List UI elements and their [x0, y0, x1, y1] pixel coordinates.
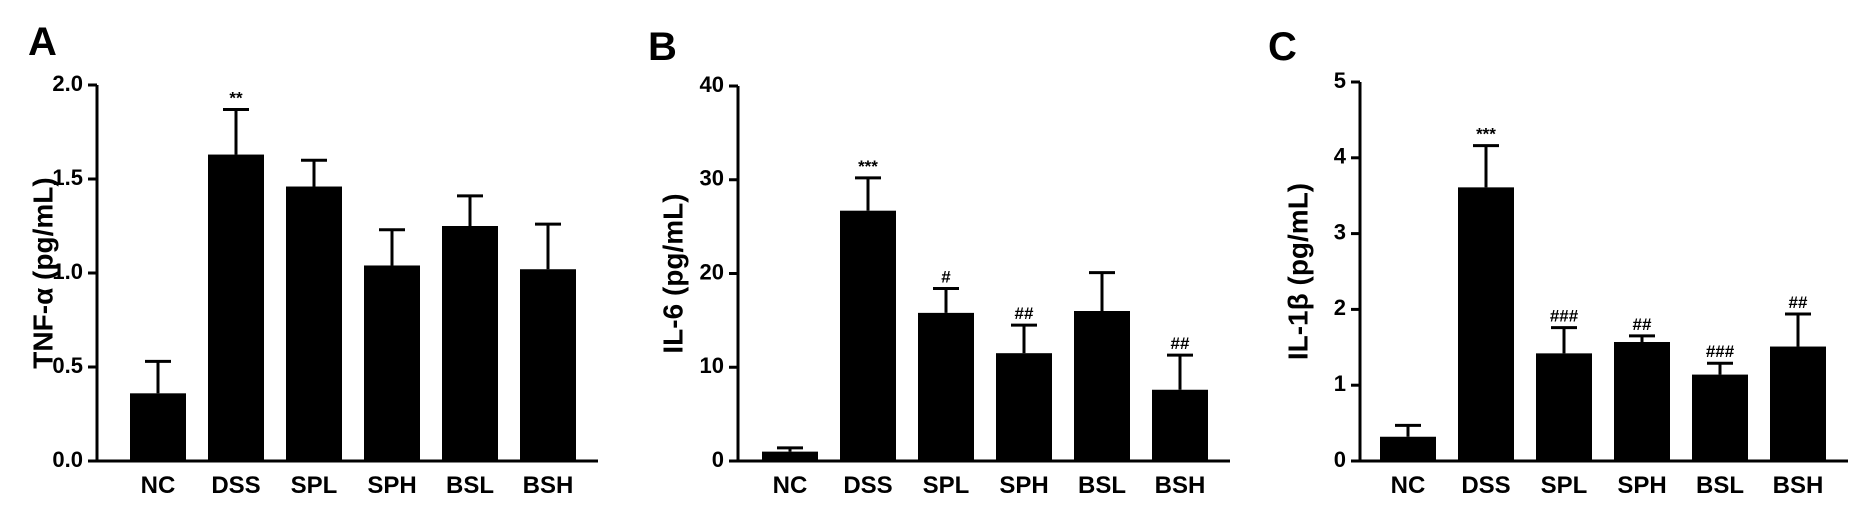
y-tick-label: 1.5	[52, 165, 83, 190]
y-axis-label: IL-6 (pg/mL)	[657, 193, 688, 353]
significance-label-bsh: ##	[1171, 334, 1190, 353]
x-tick-label-bsh: BSH	[1155, 472, 1206, 499]
panel-letter: A	[28, 20, 57, 64]
bar-sph	[364, 265, 420, 461]
y-tick-label: 1.0	[52, 259, 83, 284]
significance-label-spl: #	[941, 268, 951, 287]
bar-nc	[130, 393, 186, 461]
significance-label-dss: ***	[1476, 125, 1496, 144]
significance-label-sph: ##	[1015, 304, 1034, 323]
x-tick-label-dss: DSS	[843, 472, 892, 499]
bar-sph	[1614, 341, 1670, 461]
significance-label-spl: ###	[1550, 307, 1579, 326]
y-tick-label: 2.0	[52, 71, 83, 96]
y-tick-label: 0.0	[52, 447, 83, 472]
bar-bsl	[1692, 374, 1748, 461]
x-tick-label-nc: NC	[141, 472, 176, 499]
bar-bsl	[1074, 311, 1130, 461]
x-tick-label-bsl: BSL	[446, 472, 494, 499]
bar-bsl	[442, 226, 498, 461]
panel-letter: C	[1268, 25, 1297, 69]
significance-label-bsh: ##	[1789, 293, 1808, 312]
x-tick-label-spl: SPL	[291, 472, 338, 499]
bar-dss	[1458, 187, 1514, 461]
y-tick-label: 0	[1334, 447, 1346, 472]
y-tick-label: 0	[712, 447, 724, 472]
y-tick-label: 40	[700, 72, 724, 97]
significance-label-bsl: ###	[1706, 342, 1735, 361]
y-axis-label: IL-1β (pg/mL)	[1282, 183, 1313, 360]
y-tick-label: 5	[1334, 68, 1346, 93]
bar-spl	[286, 186, 342, 461]
bar-spl	[918, 312, 974, 461]
y-tick-label: 30	[700, 166, 724, 191]
bar-nc	[1380, 436, 1436, 461]
y-axis-label: TNF-α (pg/mL)	[27, 177, 58, 368]
x-tick-label-bsh: BSH	[1773, 472, 1824, 499]
x-tick-label-bsh: BSH	[523, 472, 574, 499]
significance-label-dss: ***	[858, 157, 878, 176]
bar-dss	[840, 210, 896, 461]
significance-label-dss: **	[229, 88, 243, 107]
y-tick-label: 0.5	[52, 353, 83, 378]
x-tick-label-dss: DSS	[211, 472, 260, 499]
bar-bsh	[520, 269, 576, 461]
x-tick-label-dss: DSS	[1461, 472, 1510, 499]
x-tick-label-sph: SPH	[999, 472, 1048, 499]
y-tick-label: 4	[1334, 144, 1347, 169]
x-tick-label-sph: SPH	[1617, 472, 1666, 499]
chart-panel-c: C IL-1β (pg/mL) 0 1 2 3 4 5 NC *** DSS ### SPL ## SPH #…	[1268, 25, 1848, 499]
x-tick-label-spl: SPL	[1541, 472, 1588, 499]
y-tick-label: 10	[700, 353, 724, 378]
x-tick-label-sph: SPH	[367, 472, 416, 499]
chart-panel-b: B IL-6 (pg/mL) 0 10 20 30 40 NC *** DSS # SPL ## SPH B…	[648, 25, 1230, 499]
x-tick-label-bsl: BSL	[1078, 472, 1126, 499]
y-tick-label: 1	[1334, 371, 1346, 396]
bar-nc	[762, 451, 818, 461]
x-tick-label-nc: NC	[773, 472, 808, 499]
x-tick-label-nc: NC	[1391, 472, 1426, 499]
y-tick-label: 20	[700, 259, 724, 284]
bar-sph	[996, 353, 1052, 461]
y-tick-label: 2	[1334, 295, 1346, 320]
bar-bsh	[1152, 389, 1208, 461]
x-tick-label-spl: SPL	[923, 472, 970, 499]
x-tick-label-bsl: BSL	[1696, 472, 1744, 499]
chart-panel-a: A TNF-α (pg/mL) 0.0 0.5 1.0 1.5 2.0 NC ** DSS SPL S…	[27, 20, 598, 499]
bar-bsh	[1770, 346, 1826, 461]
panel-letter: B	[648, 25, 677, 69]
bar-spl	[1536, 353, 1592, 461]
y-tick-label: 3	[1334, 219, 1346, 244]
bar-dss	[208, 154, 264, 461]
significance-label-sph: ##	[1633, 315, 1652, 334]
